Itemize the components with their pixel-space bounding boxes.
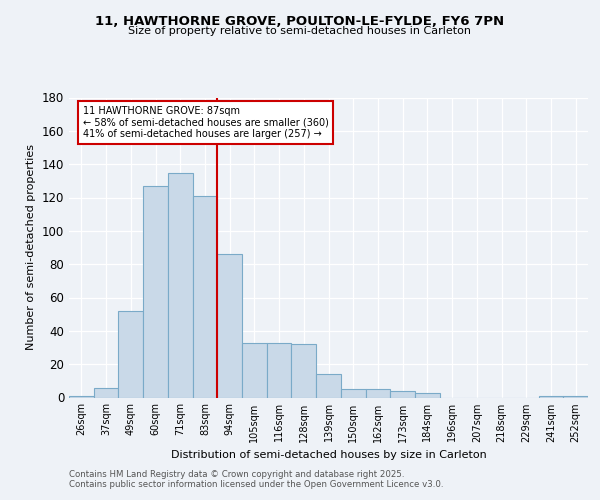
Text: 11 HAWTHORNE GROVE: 87sqm
← 58% of semi-detached houses are smaller (360)
41% of: 11 HAWTHORNE GROVE: 87sqm ← 58% of semi-…	[83, 106, 328, 139]
Bar	[143, 186, 168, 398]
Text: Contains public sector information licensed under the Open Government Licence v3: Contains public sector information licen…	[69, 480, 443, 489]
Bar	[94, 388, 118, 398]
X-axis label: Distribution of semi-detached houses by size in Carleton: Distribution of semi-detached houses by …	[170, 450, 487, 460]
Bar	[563, 396, 588, 398]
Text: Contains HM Land Registry data © Crown copyright and database right 2025.: Contains HM Land Registry data © Crown c…	[69, 470, 404, 479]
Bar	[292, 344, 316, 398]
Bar	[69, 396, 94, 398]
Bar	[242, 342, 267, 398]
Bar	[365, 389, 390, 398]
Bar	[193, 196, 217, 398]
Bar	[415, 392, 440, 398]
Bar	[316, 374, 341, 398]
Y-axis label: Number of semi-detached properties: Number of semi-detached properties	[26, 144, 36, 350]
Text: 11, HAWTHORNE GROVE, POULTON-LE-FYLDE, FY6 7PN: 11, HAWTHORNE GROVE, POULTON-LE-FYLDE, F…	[95, 15, 505, 28]
Bar	[168, 172, 193, 398]
Bar	[539, 396, 563, 398]
Bar	[217, 254, 242, 398]
Bar	[267, 342, 292, 398]
Bar	[118, 311, 143, 398]
Bar	[390, 391, 415, 398]
Text: Size of property relative to semi-detached houses in Carleton: Size of property relative to semi-detach…	[128, 26, 472, 36]
Bar	[341, 389, 365, 398]
